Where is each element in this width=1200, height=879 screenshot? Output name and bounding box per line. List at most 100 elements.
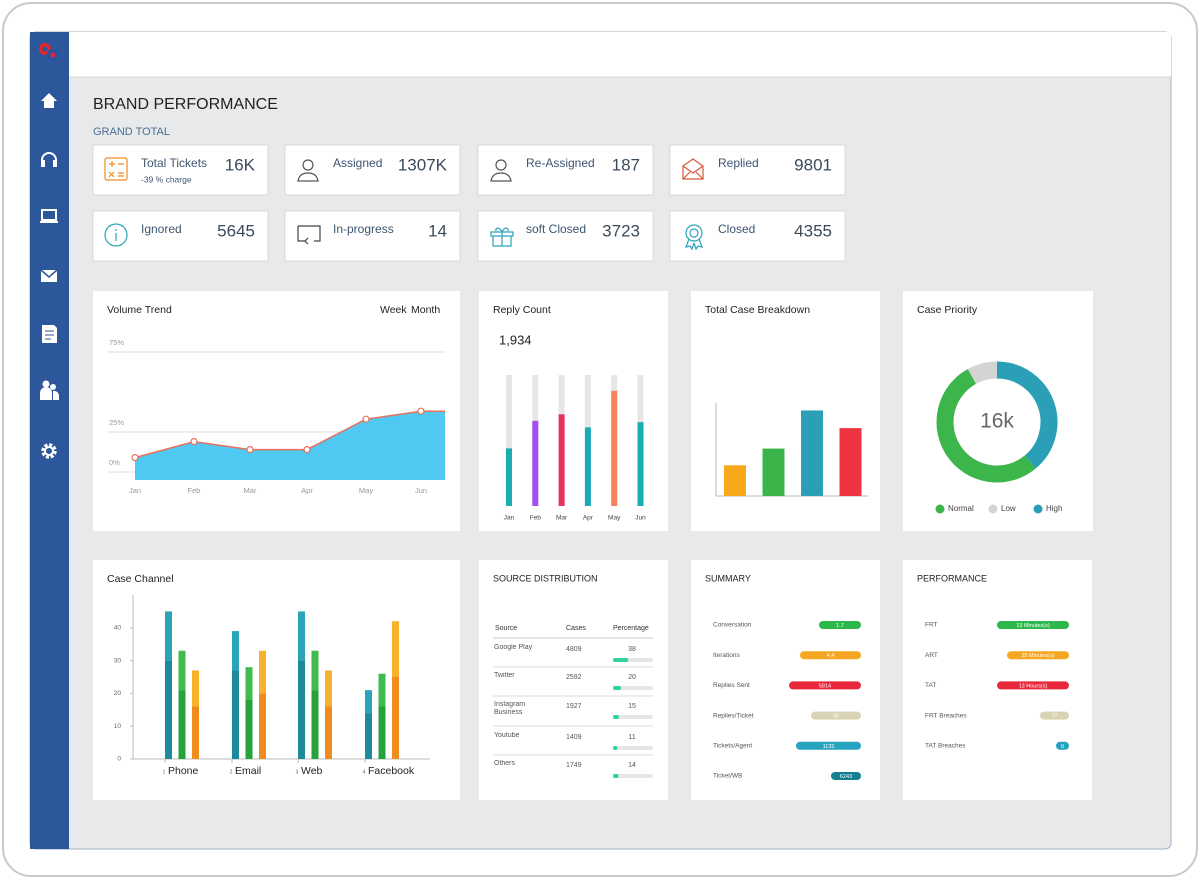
kpi-card: [92, 144, 269, 196]
metric-label: FRT Breaches: [925, 712, 967, 719]
logo: [39, 43, 60, 62]
metric-pill: [1040, 711, 1069, 720]
bar-segment: [178, 650, 186, 691]
metric-label: Iterations: [713, 652, 740, 659]
kpi-icon: [104, 157, 128, 181]
legend-swatch: [935, 504, 945, 514]
kpi-icon: [104, 223, 128, 247]
x-tick-number: 2: [230, 769, 233, 775]
bar: [762, 448, 785, 496]
sidebar: [30, 32, 69, 849]
kpi-label: In-progress: [333, 222, 394, 236]
metric-pill: [796, 741, 861, 750]
home-icon[interactable]: [41, 93, 57, 108]
kpi-value: 4355: [794, 221, 832, 240]
data-point: [417, 407, 425, 415]
bar-segment: [298, 660, 305, 759]
kpi-value: 187: [612, 155, 640, 174]
kpi-icon: [490, 159, 512, 182]
y-tick-label: 10: [114, 723, 122, 730]
table-header: Source: [495, 625, 517, 632]
y-tick-label: 20: [114, 690, 122, 697]
mail-icon[interactable]: [40, 269, 58, 282]
metric-pill: [811, 711, 861, 720]
kpi-label: Re-Assigned: [526, 156, 595, 170]
sidebar-icons: [40, 93, 60, 459]
reply-total: 1,934: [499, 332, 532, 347]
kpi-value: 9801: [794, 155, 832, 174]
donut-center-label: 16k: [980, 410, 1014, 433]
y-tick-label: 40: [114, 625, 122, 632]
panel-title: Volume Trend: [107, 304, 172, 316]
percent-bar: [613, 686, 621, 690]
table-header: Percentage: [613, 625, 649, 632]
table-cell: 38: [628, 646, 636, 653]
period-toggle[interactable]: Month: [411, 304, 440, 316]
x-tick-label: Apr: [583, 515, 594, 522]
bar-segment: [311, 650, 319, 691]
metric-pill: [997, 621, 1069, 629]
bar-segment: [365, 713, 372, 759]
document-icon[interactable]: [42, 325, 57, 343]
panel-title: SOURCE DISTRIBUTION: [493, 573, 598, 583]
data-point: [131, 454, 139, 462]
percent-bar: [613, 774, 619, 778]
kpi-label: Total Tickets: [141, 156, 207, 170]
metric-pill: [800, 651, 861, 660]
bar-segment: [165, 611, 172, 661]
source-name: Youtube: [494, 732, 520, 739]
bar-segment: [178, 690, 186, 759]
metric-value: 30: [833, 714, 839, 720]
y-tick-label: 25%: [109, 418, 124, 427]
metric-value: 6243: [840, 774, 852, 780]
kpi-note: -39 % charge: [141, 174, 192, 184]
percent-track: [613, 715, 653, 719]
table-cell: 2592: [566, 674, 582, 681]
y-tick-label: 0%: [109, 458, 120, 467]
bar-segment: [259, 650, 266, 694]
users-icon[interactable]: [40, 380, 60, 401]
x-tick-number: 4: [363, 769, 366, 775]
kpi-card: [92, 210, 269, 262]
percent-track: [613, 746, 653, 750]
table-header: Cases: [566, 625, 586, 632]
kpi-label: soft Closed: [526, 222, 586, 236]
metric-label: Replies Sent: [713, 682, 750, 689]
support-icon[interactable]: [41, 152, 57, 167]
metric-pill: [1056, 741, 1069, 750]
percent-track: [613, 774, 653, 778]
table-cell: Instagram Business: [494, 701, 526, 716]
bar-segment: [245, 699, 253, 759]
metric-label: FRT: [925, 622, 938, 629]
source-name: Instagram Business: [494, 701, 526, 716]
panel-title: Reply Count: [493, 304, 551, 316]
bar-segment: [311, 690, 319, 759]
bar: [611, 390, 618, 506]
settings-icon[interactable]: [41, 443, 57, 459]
x-tick-label: May: [608, 515, 621, 522]
legend-label: Normal: [948, 504, 974, 513]
x-tick-number: 1: [163, 769, 166, 775]
kpi-value: 1307K: [398, 155, 448, 174]
percent-track: [613, 686, 653, 690]
bar-segment: [298, 611, 305, 661]
kpi-icon: [297, 225, 321, 245]
metric-label: Conversation: [713, 622, 752, 629]
panel-title: SUMMARY: [705, 573, 751, 583]
x-tick-label: Mar: [244, 486, 257, 495]
table-cell: Twitter: [494, 672, 515, 679]
kpi-value: 16K: [225, 155, 256, 174]
y-tick-label: 75%: [109, 338, 124, 347]
laptop-icon[interactable]: [40, 209, 58, 223]
metric-value: 13 Hours(s): [1019, 683, 1048, 689]
data-point: [190, 438, 198, 446]
x-tick-label: Email: [235, 765, 261, 777]
donut-segment: [996, 361, 1058, 469]
table-cell: Google Play: [494, 644, 532, 651]
legend-label: High: [1046, 504, 1062, 513]
table-cell: 15: [628, 703, 636, 710]
metric-label: Tickets/Agent: [713, 743, 752, 750]
period-toggle[interactable]: Week: [380, 304, 407, 316]
metric-value: 0: [1061, 744, 1064, 750]
